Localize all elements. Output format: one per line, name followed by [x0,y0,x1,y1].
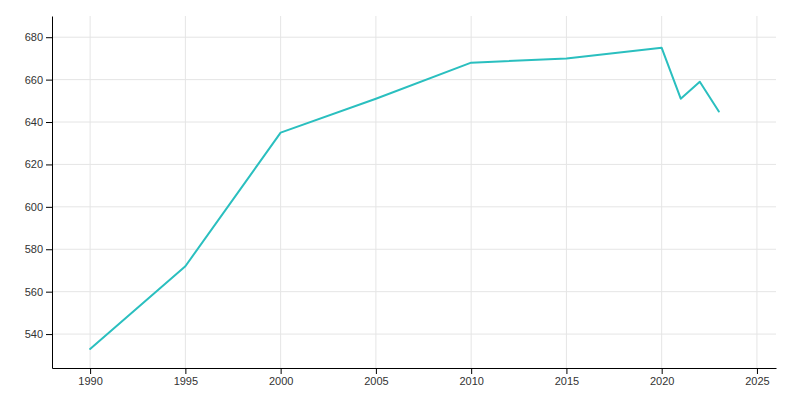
x-tick-mark [376,368,377,374]
y-tick-mark [46,80,52,81]
y-tick-mark [46,249,52,250]
x-axis: 1990 1995 2000 2005 2010 2015 2020 2025 [53,368,777,387]
x-grid-line [566,16,567,368]
y-tick-label: 680 [25,31,43,43]
marks [90,48,719,349]
y-grid-line [52,206,776,207]
y-tick: 660 [25,74,52,86]
y-tick: 640 [25,116,52,128]
y-grid-line [52,79,776,80]
y-grid-line [52,37,776,38]
chart-container: 1990 1995 2000 2005 2010 2015 2020 2025 540 560 58… [0,0,800,400]
y-tick-mark [46,292,52,293]
y-tick: 620 [25,158,52,170]
x-grid-line [90,16,91,368]
y-tick-label: 600 [25,201,43,213]
x-tick-mark [90,368,91,374]
y-tick: 560 [25,286,52,298]
x-tick-label: 2020 [650,375,674,387]
x-tick-label: 1995 [174,375,198,387]
x-tick-mark [185,368,186,374]
y-grid-line [52,249,776,250]
y-tick-label: 660 [25,74,43,86]
y-tick-mark [46,164,52,165]
x-tick: 2005 [364,368,388,387]
x-tick-label: 2015 [555,375,579,387]
x-axis-line [53,368,777,369]
x-tick-mark [471,368,472,374]
x-grid-line [375,16,376,368]
x-tick-mark [566,368,567,374]
y-tick: 600 [25,201,52,213]
x-tick: 2015 [555,368,579,387]
grid [52,16,776,368]
x-tick: 2000 [269,368,293,387]
x-tick-label: 1990 [78,375,102,387]
x-tick-mark [281,368,282,374]
x-grid-line [471,16,472,368]
x-tick-mark [662,368,663,374]
y-tick-label: 540 [25,328,43,340]
y-grid-line [52,291,776,292]
y-tick: 540 [25,328,52,340]
x-tick-label: 2010 [459,375,483,387]
y-grid-line [52,164,776,165]
x-tick-mark [757,368,758,374]
y-axis-line [52,17,53,369]
x-grid-line [185,16,186,368]
x-tick-label: 2025 [745,375,769,387]
y-tick: 580 [25,243,52,255]
y-tick-label: 560 [25,286,43,298]
x-grid-line [661,16,662,368]
x-grid-line [756,16,757,368]
line [90,48,719,349]
y-tick-mark [46,122,52,123]
y-tick-label: 620 [25,158,43,170]
x-tick-label: 2000 [269,375,293,387]
y-tick-label: 580 [25,243,43,255]
y-tick-mark [46,37,52,38]
y-tick: 680 [25,31,52,43]
y-tick-mark [46,207,52,208]
plot-area: 1990 1995 2000 2005 2010 2015 2020 2025 540 560 58… [25,16,777,387]
y-tick-mark [46,334,52,335]
y-axis: 540 560 580 600 620 640 660 680 [25,17,53,369]
y-grid-line [52,122,776,123]
x-tick: 1990 [78,368,102,387]
x-tick-label: 2005 [364,375,388,387]
y-grid-line [52,334,776,335]
x-tick: 2020 [650,368,674,387]
x-tick: 2025 [745,368,769,387]
y-tick-label: 640 [25,116,43,128]
x-tick: 1995 [174,368,198,387]
chart: 1990 1995 2000 2005 2010 2015 2020 2025 540 560 58… [0,0,800,400]
x-grid-line [280,16,281,368]
x-tick: 2010 [459,368,483,387]
